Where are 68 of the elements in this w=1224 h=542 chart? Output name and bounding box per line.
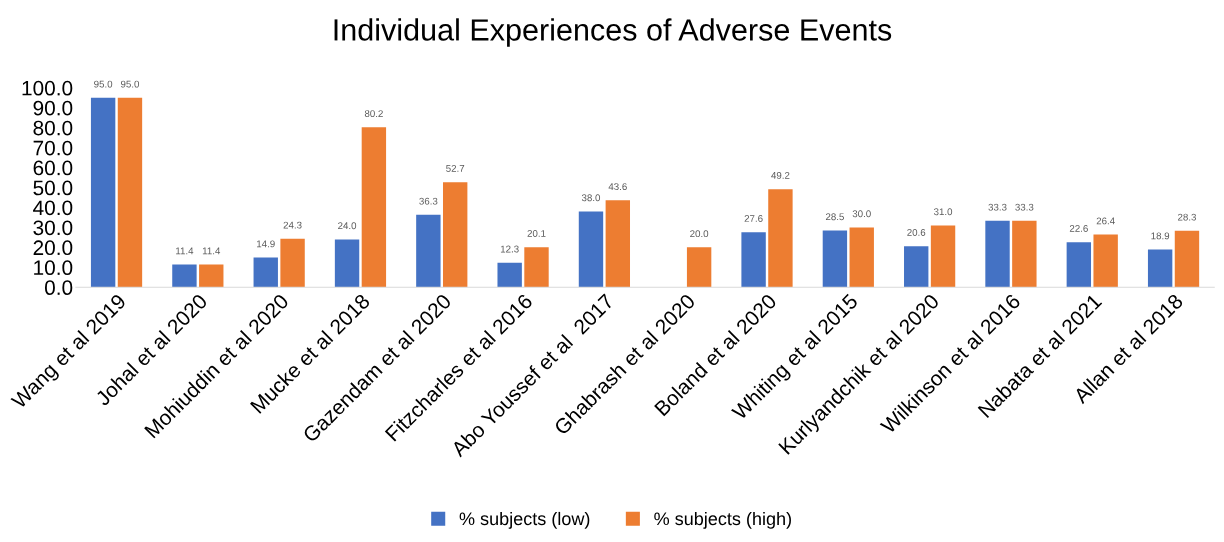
data-label: 20.6 [907,229,926,236]
data-label: 11.4 [176,247,194,255]
bar [280,238,305,288]
bar [768,189,793,288]
bar [849,227,874,288]
bar [117,97,143,288]
y-tick-label: 40.0 [33,200,73,216]
data-label: 20.1 [527,230,546,237]
data-label: 33.3 [1015,203,1034,211]
bar [605,200,631,288]
y-tick-label: 30.0 [33,220,73,236]
y-tick-label: 90.0 [33,100,73,116]
y-tick-label: 50.0 [33,180,73,196]
bar [1012,220,1037,288]
data-label: 49.2 [771,171,790,179]
bar [334,239,360,288]
bar [416,214,441,288]
data-label: 28.3 [1178,213,1196,221]
data-label: 38.0 [581,194,601,202]
bar [822,230,848,288]
bar [199,264,224,288]
data-label: 31.0 [933,208,953,216]
bar [1093,234,1118,288]
data-label: 36.3 [419,197,438,205]
data-label: 12.3 [500,245,519,253]
legend-label: % subjects (high) [654,511,791,529]
legend-label: % subjects (low) [459,511,590,529]
data-label: 20.0 [690,230,709,238]
data-label: 26.4 [1096,217,1115,225]
bar [361,127,387,288]
data-label: 14.9 [257,240,275,248]
data-label: 33.3 [988,203,1007,211]
data-label: 28.5 [825,213,844,221]
data-label: 43.6 [608,183,627,191]
y-tick-label: 20.0 [33,240,73,256]
bar [1066,242,1092,288]
bar [443,182,468,288]
data-label: 95.0 [94,80,113,88]
y-tick-label: 100.0 [22,80,73,96]
bar [524,247,549,288]
bar [172,264,197,288]
bar [253,257,278,288]
bar [985,220,1010,288]
data-label: 30.0 [852,210,871,218]
y-tick-label: 70.0 [33,140,73,156]
bar [1147,249,1173,288]
bar [497,262,522,288]
bar [686,247,712,288]
bar [904,246,929,288]
data-label: 52.7 [446,165,465,172]
bar [741,232,766,288]
data-label: 11.4 [202,247,221,255]
bar [90,97,116,288]
data-label: 18.9 [1151,232,1170,240]
data-label: 22.6 [1069,225,1088,232]
chart-title: Individual Experiences of Adverse Events [334,18,892,47]
data-label: 24.0 [338,222,357,230]
bar [578,211,604,288]
bar [1174,230,1200,288]
y-tick-label: 10.0 [34,260,73,276]
data-label: 95.0 [120,80,140,88]
data-label: 27.6 [744,215,763,222]
data-label: 24.3 [283,221,302,229]
y-tick-label: 80.0 [33,120,73,136]
bar [930,225,956,288]
y-tick-label: 0.0 [44,280,73,296]
y-tick-label: 60.0 [33,160,73,176]
data-label: 80.2 [364,110,383,118]
